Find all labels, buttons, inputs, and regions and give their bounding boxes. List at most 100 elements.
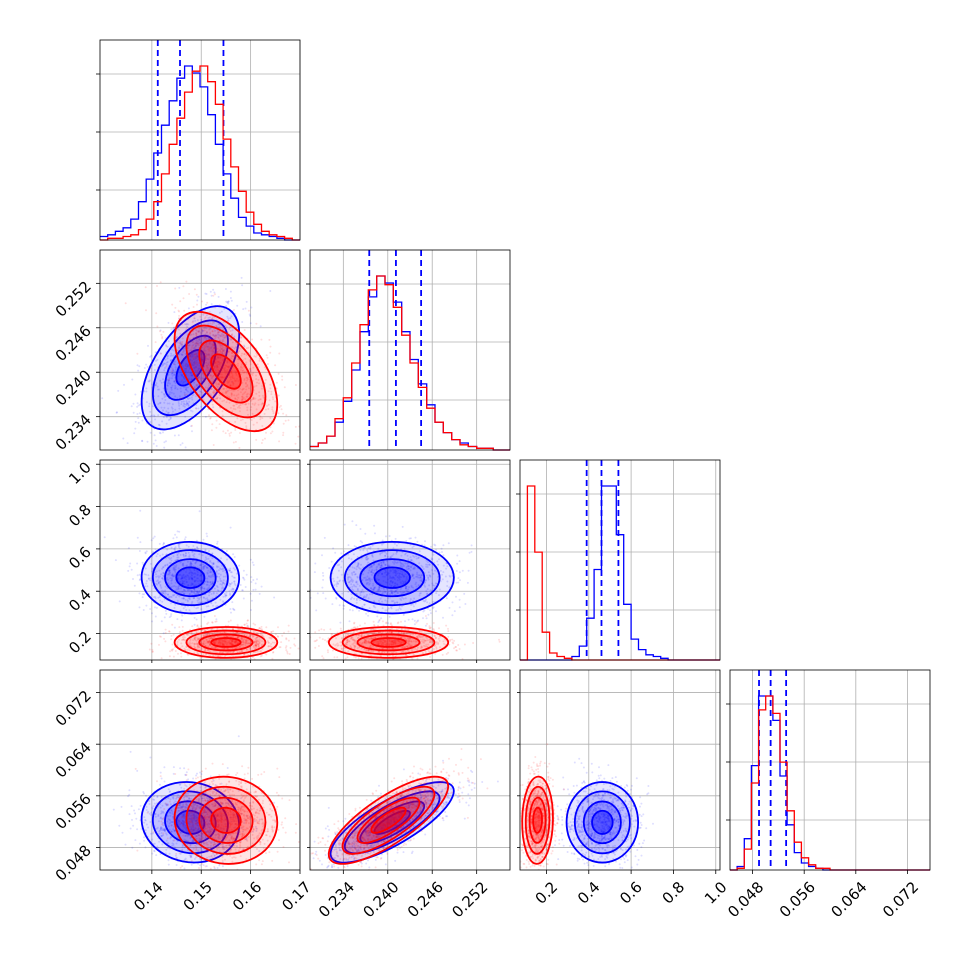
- sample-point: [223, 369, 226, 372]
- sample-point: [133, 584, 136, 587]
- sample-point: [214, 620, 217, 623]
- sample-point: [241, 367, 244, 369]
- sample-point: [180, 341, 183, 344]
- sample-point: [230, 376, 233, 378]
- sample-point: [255, 322, 258, 325]
- sample-point: [170, 586, 173, 588]
- sample-point: [216, 365, 219, 367]
- sample-point: [168, 584, 171, 587]
- sample-point: [246, 378, 249, 381]
- sample-point: [249, 360, 252, 363]
- sample-point: [212, 390, 215, 393]
- sample-point: [199, 390, 201, 393]
- sample-point: [201, 329, 204, 332]
- sample-point: [246, 384, 249, 386]
- sample-point: [455, 581, 458, 584]
- sample-point: [318, 636, 321, 639]
- sample-point: [265, 626, 268, 629]
- sample-point: [197, 340, 199, 343]
- sample-point: [221, 400, 224, 403]
- sample-point: [268, 399, 271, 402]
- sample-point: [458, 598, 461, 601]
- sample-point: [182, 366, 185, 369]
- sample-point: [190, 378, 193, 381]
- sample-point: [223, 387, 226, 390]
- sample-point: [208, 356, 211, 359]
- sample-point: [188, 353, 191, 356]
- sample-point: [269, 426, 272, 429]
- sample-point: [183, 405, 186, 408]
- density-contour: [185, 324, 267, 419]
- sample-point: [177, 339, 180, 342]
- sample-point: [193, 360, 196, 363]
- sample-point: [187, 347, 190, 349]
- sample-point: [169, 360, 172, 362]
- sample-point: [200, 625, 203, 628]
- sample-point: [221, 587, 223, 590]
- sample-point: [168, 655, 171, 658]
- sample-point: [141, 440, 144, 443]
- sample-point: [126, 442, 129, 445]
- sample-point: [185, 389, 188, 392]
- panel-frame: [99, 249, 301, 451]
- sample-point: [194, 365, 197, 368]
- sample-point: [217, 356, 220, 359]
- sample-point: [234, 420, 237, 423]
- sample-point: [185, 552, 187, 555]
- sample-point: [230, 394, 233, 397]
- sample-point: [168, 377, 171, 380]
- sample-point: [277, 394, 280, 397]
- sample-point: [209, 581, 212, 584]
- sample-point: [171, 377, 173, 380]
- density-contour: [152, 319, 229, 417]
- sample-point: [240, 363, 243, 366]
- sample-point: [235, 346, 237, 349]
- sample-point: [182, 404, 185, 407]
- sample-point: [180, 655, 183, 658]
- sample-point: [229, 592, 231, 595]
- sample-point: [256, 363, 259, 366]
- sample-point: [213, 347, 216, 350]
- sample-point: [229, 364, 232, 367]
- sample-point: [136, 352, 139, 355]
- sample-point: [170, 372, 173, 375]
- sample-point: [194, 353, 197, 356]
- sample-point: [283, 386, 286, 389]
- sample-point: [219, 350, 222, 353]
- sample-point: [197, 376, 200, 379]
- sample-point: [145, 550, 148, 553]
- sample-point: [244, 382, 247, 385]
- sample-point: [200, 408, 203, 411]
- sample-point: [458, 648, 461, 650]
- sample-point: [217, 349, 220, 352]
- sample-point: [181, 343, 184, 346]
- sample-point: [223, 583, 226, 585]
- sample-point: [217, 331, 220, 334]
- sample-point: [243, 371, 246, 374]
- sample-point: [193, 568, 196, 571]
- sample-point: [226, 381, 229, 384]
- sample-point: [215, 426, 218, 429]
- sample-point: [252, 372, 255, 375]
- sample-point: [262, 396, 265, 399]
- sample-point: [357, 657, 360, 660]
- sample-point: [187, 398, 190, 400]
- sample-point: [239, 404, 242, 407]
- sample-point: [205, 532, 208, 535]
- sample-point: [149, 421, 152, 423]
- sample-point: [189, 349, 192, 352]
- sample-point: [165, 345, 168, 348]
- sample-point: [144, 286, 147, 289]
- sample-point: [154, 384, 157, 386]
- sample-point: [447, 542, 450, 545]
- sample-point: [235, 402, 237, 405]
- sample-point: [203, 344, 206, 347]
- sample-point: [438, 627, 440, 630]
- sample-point: [226, 361, 229, 364]
- sample-point: [227, 365, 230, 368]
- sample-point: [202, 356, 205, 359]
- sample-point: [162, 632, 165, 635]
- sample-point: [226, 301, 229, 304]
- sample-point: [160, 391, 163, 394]
- sample-point: [196, 573, 199, 576]
